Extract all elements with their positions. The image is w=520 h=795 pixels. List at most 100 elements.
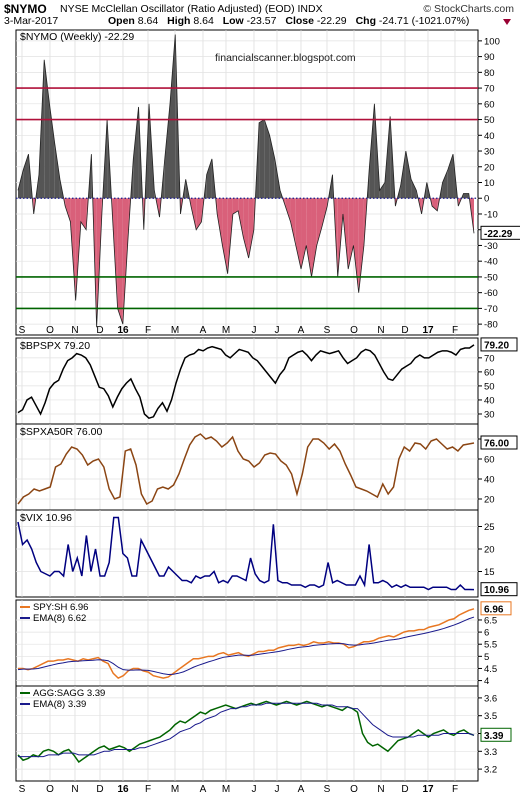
nymo-ytick-label: 70 — [484, 84, 495, 95]
vix-ytick-label: 25 — [484, 522, 495, 533]
bottom-x-axis-label: N — [377, 784, 384, 795]
spy_sh-series-line — [17, 616, 475, 676]
nymo-last-value: -22.29 — [484, 229, 513, 240]
nymo-area-segment — [285, 198, 291, 222]
spxa50r-ytick-label: 40 — [484, 475, 495, 486]
x-axis-label: D — [401, 325, 408, 336]
vix-line — [17, 516, 475, 591]
bottom-x-axis-label: F — [145, 784, 151, 795]
nymo-panel-title: $NYMO (Weekly) -22.29 — [20, 31, 134, 43]
symbol-title: $NYMO — [4, 2, 47, 16]
x-axis-label: M — [222, 325, 230, 336]
nymo-area-segment — [442, 169, 448, 199]
nymo-area-segment — [248, 198, 254, 259]
spy_sh-ytick-label: 5.5 — [484, 640, 497, 651]
nymo-ytick-label: 50 — [484, 115, 495, 126]
nymo-area-segment — [217, 198, 223, 246]
agg_sagg-ytick-label: 3.5 — [484, 711, 497, 722]
bpspx-ytick-label: 40 — [484, 395, 495, 406]
nymo-area-segment — [80, 198, 87, 230]
nymo-area-segment — [238, 198, 244, 238]
spy_sh-ytick-label: 6.5 — [484, 615, 497, 626]
nymo-area-segment — [164, 103, 170, 199]
nymo-area-segment — [259, 119, 265, 199]
agg_sagg-last-value: 3.39 — [484, 731, 504, 742]
vix-ytick-label: 20 — [484, 545, 495, 556]
nymo-area-segment — [447, 154, 454, 199]
nymo-area-segment — [65, 198, 71, 222]
x-axis-label: A — [200, 325, 207, 336]
x-axis-label: J — [275, 325, 280, 336]
bpspx-ytick-label: 60 — [484, 367, 495, 378]
nymo-area-segment — [54, 143, 60, 199]
bpspx-line — [17, 344, 475, 420]
nymo-area-segment — [243, 198, 249, 259]
vix-panel-title: $VIX 10.96 — [20, 512, 72, 524]
agg_sagg-series-line — [17, 700, 475, 764]
high-value: 8.64 — [193, 15, 214, 27]
agg_sagg-series-line — [18, 702, 475, 758]
nymo-ytick-label: -40 — [484, 257, 498, 268]
nymo-ytick-label: -50 — [484, 272, 498, 283]
x-axis-label: N — [377, 325, 384, 336]
nymo-ytick-label: 10 — [484, 178, 495, 189]
nymo-area-segment — [400, 151, 406, 199]
spy_sh-series-line — [18, 608, 475, 680]
nymo-last-value-box — [480, 225, 520, 240]
spxa50r-last-value: 76.00 — [484, 439, 509, 450]
spy_sh-ytick-label: 4 — [484, 676, 489, 687]
agg_sagg-ytick-label: 3.3 — [484, 747, 497, 758]
nymo-area-segment — [322, 198, 328, 227]
nymo-ytick-label: 80 — [484, 68, 495, 79]
nymo-area-segment — [269, 135, 275, 199]
chg-label: Chg — [355, 15, 376, 27]
x-axis-label: O — [350, 325, 358, 336]
bottom-x-axis-label: M — [171, 784, 179, 795]
bpspx-ytick-label: 70 — [484, 353, 495, 364]
nymo-area-segment — [190, 198, 197, 230]
agg_sagg-ytick-label: 3.6 — [484, 693, 497, 704]
nymo-area-segment — [133, 106, 139, 199]
nymo-ytick-label: 40 — [484, 131, 495, 142]
nymo-area-segment — [232, 198, 239, 214]
chart-description: NYSE McClellan Oscillator (Ratio Adjuste… — [60, 3, 323, 15]
spy_sh-legend-label: EMA(8) 6.62 — [33, 613, 86, 624]
nymo-ytick-label: 20 — [484, 162, 495, 173]
x-axis-label: A — [298, 325, 305, 336]
bottom-x-axis-label: M — [222, 784, 230, 795]
bottom-x-axis-label: J — [275, 784, 280, 795]
nymo-area-segment — [196, 198, 202, 230]
x-axis-label: J — [252, 325, 257, 336]
chg-value: -24.71 (-1021.07%) — [378, 15, 470, 27]
bpspx-panel-title: $BPSPX 79.20 — [20, 340, 90, 352]
spxa50r-last-value-box — [480, 435, 518, 450]
spxa50r-ytick-label: 20 — [484, 495, 495, 506]
close-label: Close — [285, 15, 314, 27]
bottom-x-axis-label: O — [46, 784, 54, 795]
x-axis-label: M — [171, 325, 179, 336]
nymo-area-segment — [348, 198, 354, 270]
spy_sh-last-value-box — [480, 601, 512, 616]
x-axis-label: O — [46, 325, 54, 336]
bottom-x-axis-label: D — [96, 784, 103, 795]
nymo-area-segment — [49, 103, 55, 199]
nymo-ytick-label: -60 — [484, 288, 498, 299]
bottom-x-axis-label: A — [298, 784, 305, 795]
nymo-ytick-label: -80 — [484, 320, 498, 331]
nymo-ytick-label: -10 — [484, 209, 498, 220]
bottom-x-axis-label: J — [252, 784, 257, 795]
bpspx-ytick-label: 50 — [484, 381, 495, 392]
vix-last-value: 10.96 — [484, 585, 509, 596]
x-axis-label: 17 — [422, 325, 434, 336]
nymo-area-segment — [222, 198, 228, 274]
brand-label[interactable]: © StockCharts.com — [423, 3, 514, 15]
vix-last-value-box — [480, 582, 518, 597]
nymo-ytick-label: 30 — [484, 147, 495, 158]
bottom-x-axis-label: D — [401, 784, 408, 795]
nymo-area-segment — [379, 182, 385, 199]
agg_sagg-legend-label: EMA(8) 3.39 — [33, 699, 86, 710]
bottom-x-axis-label: 17 — [422, 784, 434, 795]
x-axis-label: 16 — [117, 325, 129, 336]
spxa50r-panel-title: $SPXA50R 76.00 — [20, 426, 102, 438]
vix-ytick-label: 15 — [484, 567, 495, 578]
